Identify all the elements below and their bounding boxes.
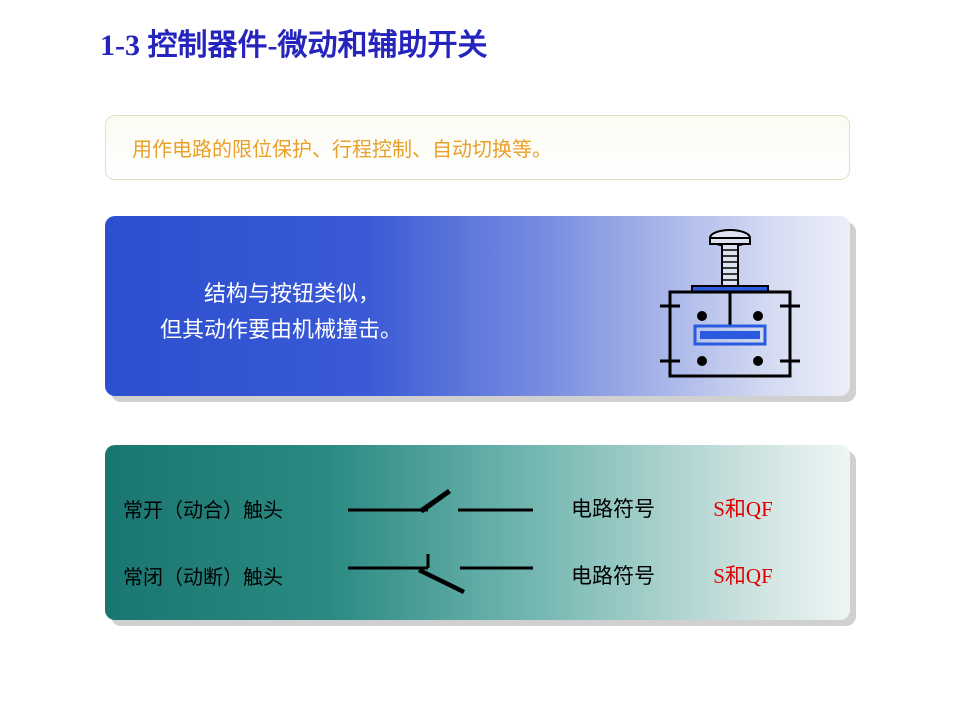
no-circuit-label: 电路符号 <box>543 493 683 523</box>
structure-line2: 但其动作要由机械撞击。 <box>160 312 402 348</box>
contacts-panel: 常开（动合）触头 电路符号 S和QF 常闭（动断）触头 电路符号 S和QF <box>105 445 850 620</box>
no-symbol <box>333 475 543 525</box>
structure-panel: 结构与按钮类似， 但其动作要由机械撞击。 <box>105 216 850 396</box>
no-contact-label: 常开（动合）触头 <box>123 494 333 523</box>
nc-sqf: S和QF <box>683 560 803 590</box>
nc-symbol <box>333 546 543 596</box>
micro-switch-diagram <box>640 226 820 386</box>
structure-line1: 结构与按钮类似， <box>160 276 402 312</box>
nc-contact-label: 常闭（动断）触头 <box>123 561 333 590</box>
description-text: 用作电路的限位保护、行程控制、自动切换等。 <box>132 133 552 162</box>
nc-circuit-label: 电路符号 <box>543 560 683 590</box>
no-sqf: S和QF <box>683 493 803 523</box>
row-normally-closed: 常闭（动断）触头 电路符号 S和QF <box>123 550 833 600</box>
structure-text: 结构与按钮类似， 但其动作要由机械撞击。 <box>160 276 402 348</box>
row-normally-open: 常开（动合）触头 电路符号 S和QF <box>123 483 833 533</box>
description-box: 用作电路的限位保护、行程控制、自动切换等。 <box>105 115 850 180</box>
page-title: 1-3 控制器件-微动和辅助开关 <box>100 20 487 64</box>
